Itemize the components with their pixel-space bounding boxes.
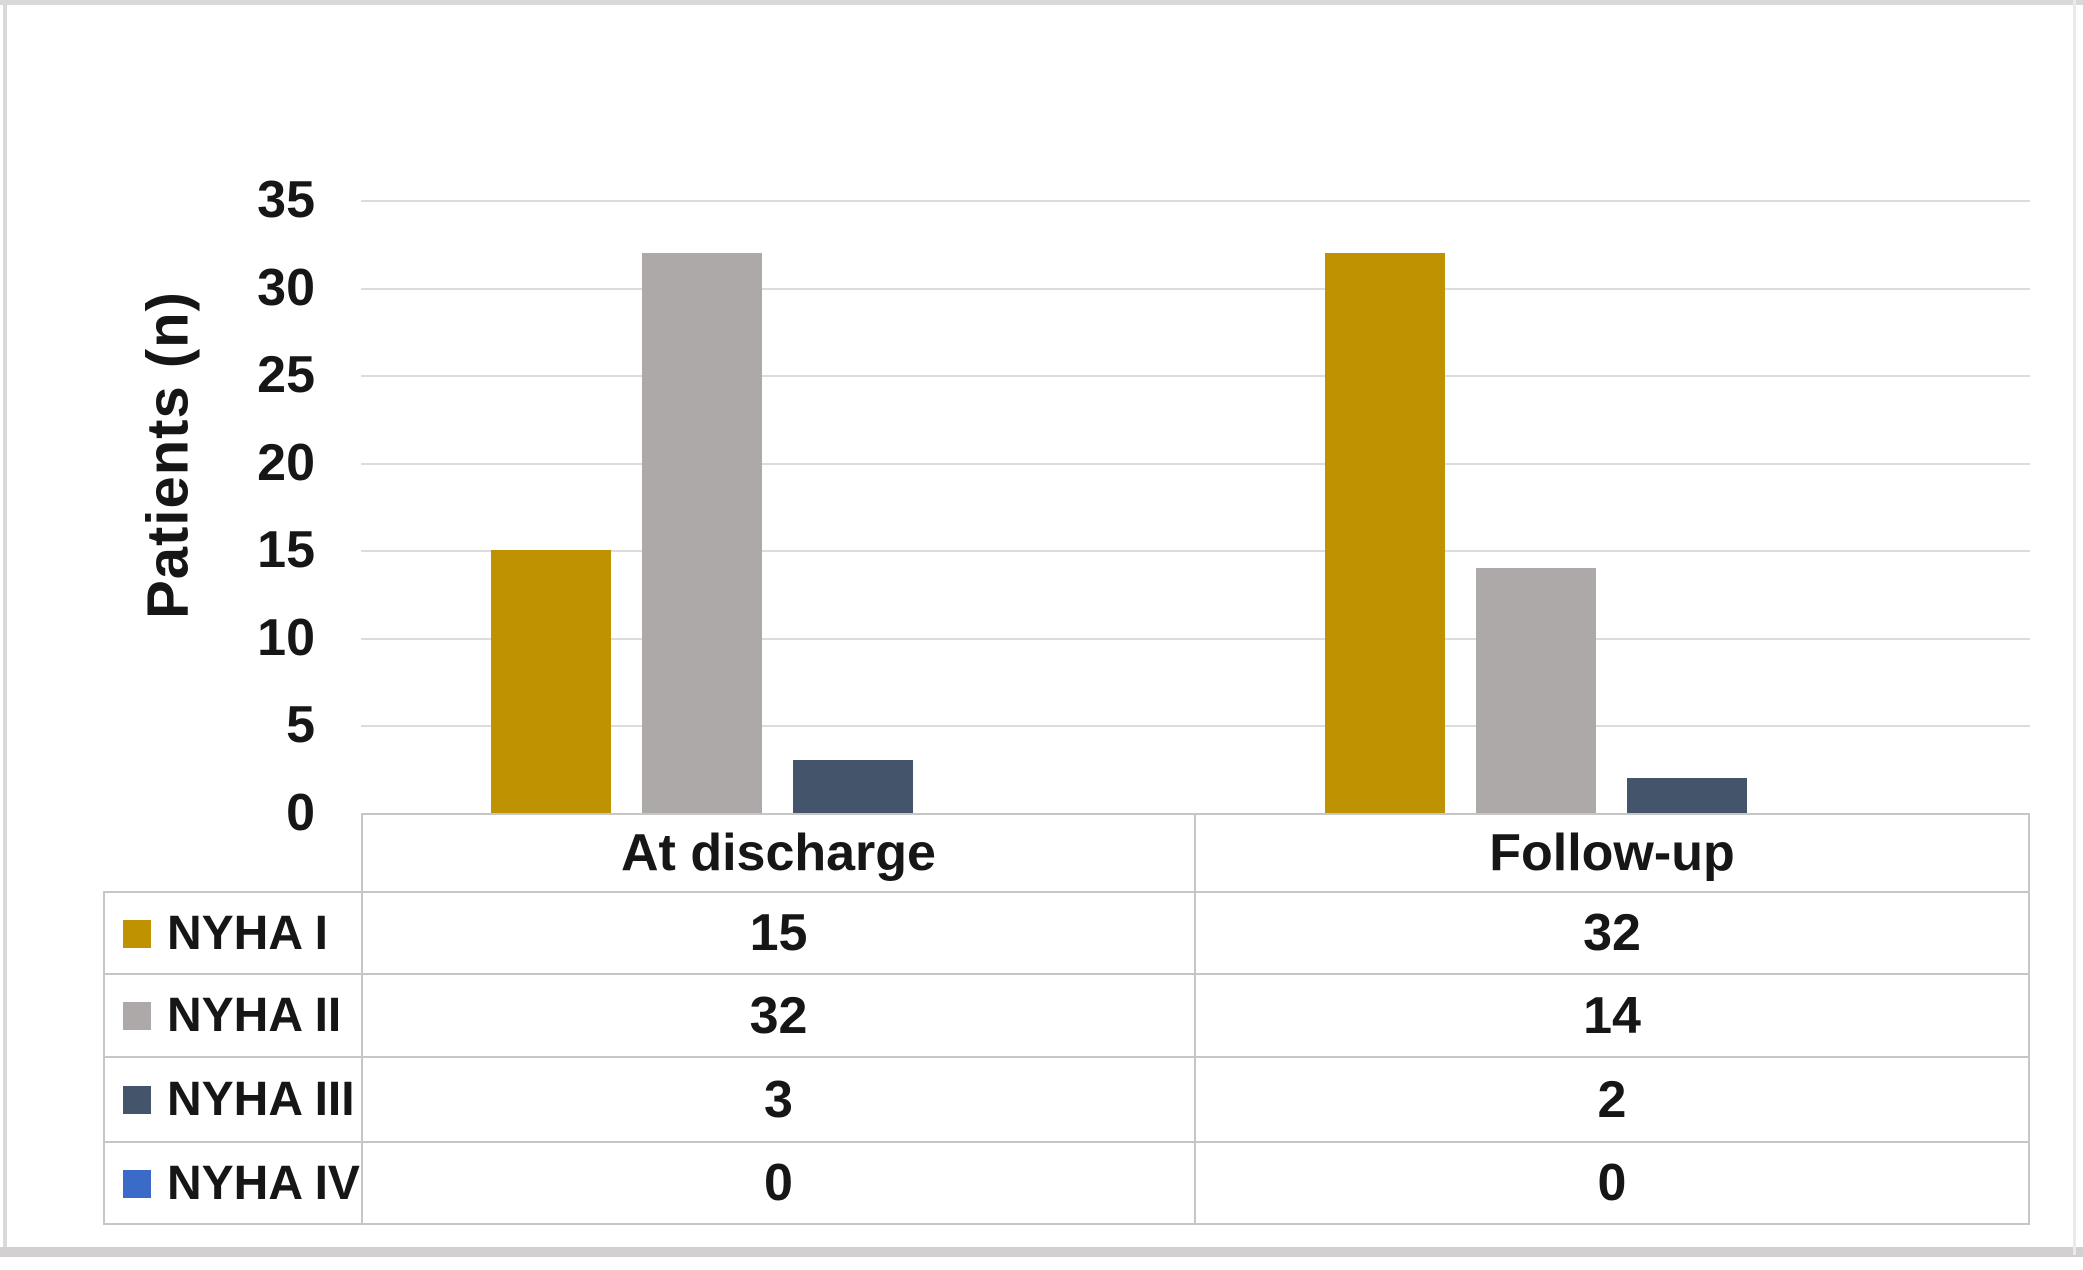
y-tick-label: 5 xyxy=(286,696,315,755)
bar-nyha-ii-at-discharge xyxy=(642,252,762,813)
plot-area xyxy=(361,200,2030,813)
gridline xyxy=(361,287,2030,290)
bar-group-follow-up xyxy=(1194,200,2028,813)
legend-label: NYHA IV xyxy=(167,1156,360,1210)
data-table: At discharge Follow-up NYHA I 15 32 NYHA II 32… xyxy=(103,813,2030,1225)
table-row-nyha-iii: NYHA III 3 2 xyxy=(103,1056,2030,1143)
bar-nyha-i-at-discharge xyxy=(491,550,611,813)
frame-border-right xyxy=(2073,0,2076,1255)
gridline xyxy=(361,200,2030,202)
bar-group-at-discharge xyxy=(361,200,1194,813)
legend-swatch-nyha-iii xyxy=(123,1086,151,1114)
value-cell-nyha-ii-at-discharge: 32 xyxy=(361,973,1196,1058)
value-cell-nyha-i-at-discharge: 15 xyxy=(361,891,1196,975)
legend-label: NYHA II xyxy=(167,989,342,1042)
value-cell-nyha-ii-follow-up: 14 xyxy=(1194,973,2030,1058)
y-tick-label: 10 xyxy=(257,608,315,667)
legend-swatch-nyha-ii xyxy=(123,1002,151,1030)
value-cell-nyha-iv-at-discharge: 0 xyxy=(361,1141,1196,1225)
bar-nyha-ii-follow-up xyxy=(1475,567,1596,813)
legend-cell-nyha-ii: NYHA II xyxy=(103,973,363,1058)
gridline xyxy=(361,462,2030,465)
gridline xyxy=(361,725,2030,728)
legend-label: NYHA I xyxy=(167,906,328,960)
bar-nyha-iii-at-discharge xyxy=(793,760,913,813)
y-tick-label: 30 xyxy=(257,258,315,317)
value-cell-nyha-i-follow-up: 32 xyxy=(1194,891,2030,975)
frame-border-left xyxy=(3,0,7,1255)
frame-border-top xyxy=(0,0,2083,5)
value-cell-nyha-iii-follow-up: 2 xyxy=(1194,1056,2030,1143)
table-row-nyha-ii: NYHA II 32 14 xyxy=(103,973,2030,1058)
y-tick-label: 35 xyxy=(257,171,315,229)
bar-nyha-iii-follow-up xyxy=(1626,777,1747,813)
frame-border-bottom xyxy=(0,1247,2083,1257)
y-tick-label: 0 xyxy=(286,784,315,842)
y-tick-label: 25 xyxy=(257,346,315,405)
value-cell-nyha-iii-at-discharge: 3 xyxy=(361,1056,1196,1143)
table-row-nyha-iv: NYHA IV 0 0 xyxy=(103,1141,2030,1225)
gridline xyxy=(361,550,2030,553)
legend-cell-nyha-iii: NYHA III xyxy=(103,1056,363,1143)
column-header-at-discharge: At discharge xyxy=(361,813,1196,893)
bar-nyha-i-follow-up xyxy=(1324,252,1445,813)
legend-swatch-nyha-iv xyxy=(123,1169,151,1198)
value-cell-nyha-iv-follow-up: 0 xyxy=(1194,1141,2030,1225)
column-header-follow-up: Follow-up xyxy=(1194,813,2030,893)
legend-label: NYHA III xyxy=(167,1073,355,1126)
y-tick-label: 20 xyxy=(257,433,315,492)
table-row-nyha-i: NYHA I 15 32 xyxy=(103,891,2030,975)
legend-cell-nyha-iv: NYHA IV xyxy=(103,1141,363,1225)
legend-swatch-nyha-i xyxy=(123,919,151,948)
gridline xyxy=(361,375,2030,378)
gridline xyxy=(361,637,2030,640)
y-tick-label: 15 xyxy=(257,521,315,580)
legend-cell-nyha-i: NYHA I xyxy=(103,891,363,975)
table-corner-cell xyxy=(104,814,362,892)
